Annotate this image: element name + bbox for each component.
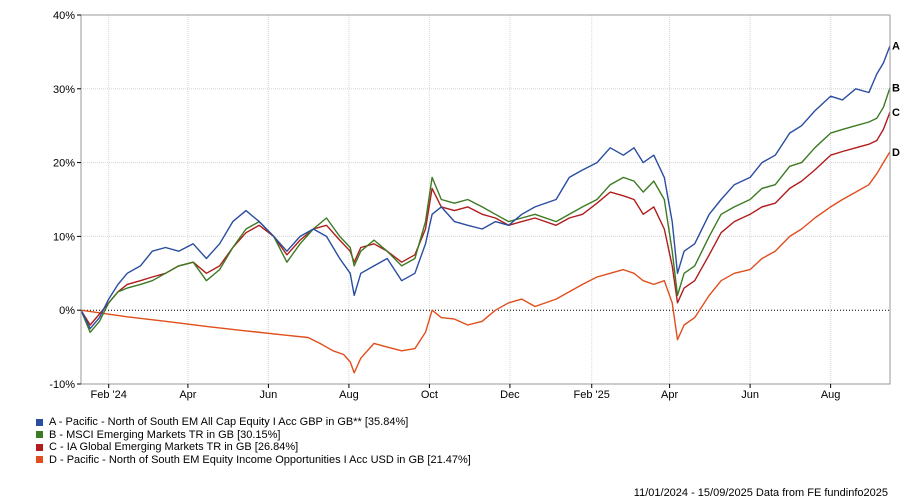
legend-label: D - Pacific - North of South EM Equity I… [49, 453, 471, 466]
x-axis-ticks: Feb '24 Apr Jun Aug Oct Dec Feb '25 Apr Jun Aug [91, 384, 841, 401]
legend-item-d: D - Pacific - North of South EM Equity I… [36, 454, 471, 467]
plot-border [80, 14, 891, 385]
plot-frame [80, 14, 891, 385]
end-label-c: C [892, 107, 900, 119]
legend-item-b: B - MSCI Emerging Markets TR in GB [30.1… [36, 429, 471, 442]
x-tick-label: Feb '25 [574, 389, 610, 401]
x-tick-label: Aug [821, 389, 841, 401]
legend-label: C - IA Global Emerging Markets TR in GB … [49, 441, 299, 453]
end-label-b: B [892, 83, 900, 95]
legend-item-a: A - Pacific - North of South EM All Cap … [36, 416, 471, 429]
x-tick-label: Apr [661, 389, 678, 401]
y-tick-label: 30% [53, 84, 75, 96]
series-line-a [80, 45, 891, 330]
x-tick-label: Jun [260, 389, 278, 401]
end-label-d: D [892, 147, 900, 159]
y-axis-ticks: 40% 30% 20% 10% 0% -10% [49, 10, 81, 391]
series-line-b [80, 87, 891, 333]
legend-label: B - MSCI Emerging Markets TR in GB [30.1… [49, 428, 281, 441]
line-chart: 40% 30% 20% 10% 0% -10% Feb '24 Apr Jun Aug Oct De… [49, 10, 900, 401]
series-line-c [80, 111, 891, 326]
x-tick-label: Apr [179, 389, 196, 401]
legend-swatch [36, 431, 43, 439]
series-end-labels: A BC D [892, 41, 900, 159]
x-tick-label: Jun [741, 389, 759, 401]
y-tick-label: 20% [53, 158, 75, 170]
y-tick-label: 40% [53, 10, 75, 22]
legend-swatch [36, 443, 43, 451]
legend-swatch [36, 418, 43, 426]
x-tick-label: Dec [500, 389, 520, 401]
series-line-d [80, 151, 891, 374]
end-label-a: A [892, 41, 900, 53]
y-tick-label: 0% [59, 305, 75, 317]
legend-swatch [36, 456, 43, 464]
x-tick-label: Feb '24 [91, 389, 127, 401]
x-tick-label: Oct [421, 389, 438, 401]
legend-item-c: C - IA Global Emerging Markets TR in GB … [36, 441, 471, 454]
x-tick-label: Aug [339, 389, 359, 401]
y-tick-label: -10% [49, 379, 75, 391]
date-range-footer: 11/01/2024 - 15/09/2025 Data from FE fun… [633, 487, 888, 499]
series-lines [80, 45, 891, 374]
y-tick-label: 10% [53, 231, 75, 243]
legend: A - Pacific - North of South EM All Cap … [36, 416, 471, 466]
gridlines [81, 14, 890, 385]
legend-label: A - Pacific - North of South EM All Cap … [49, 416, 409, 428]
